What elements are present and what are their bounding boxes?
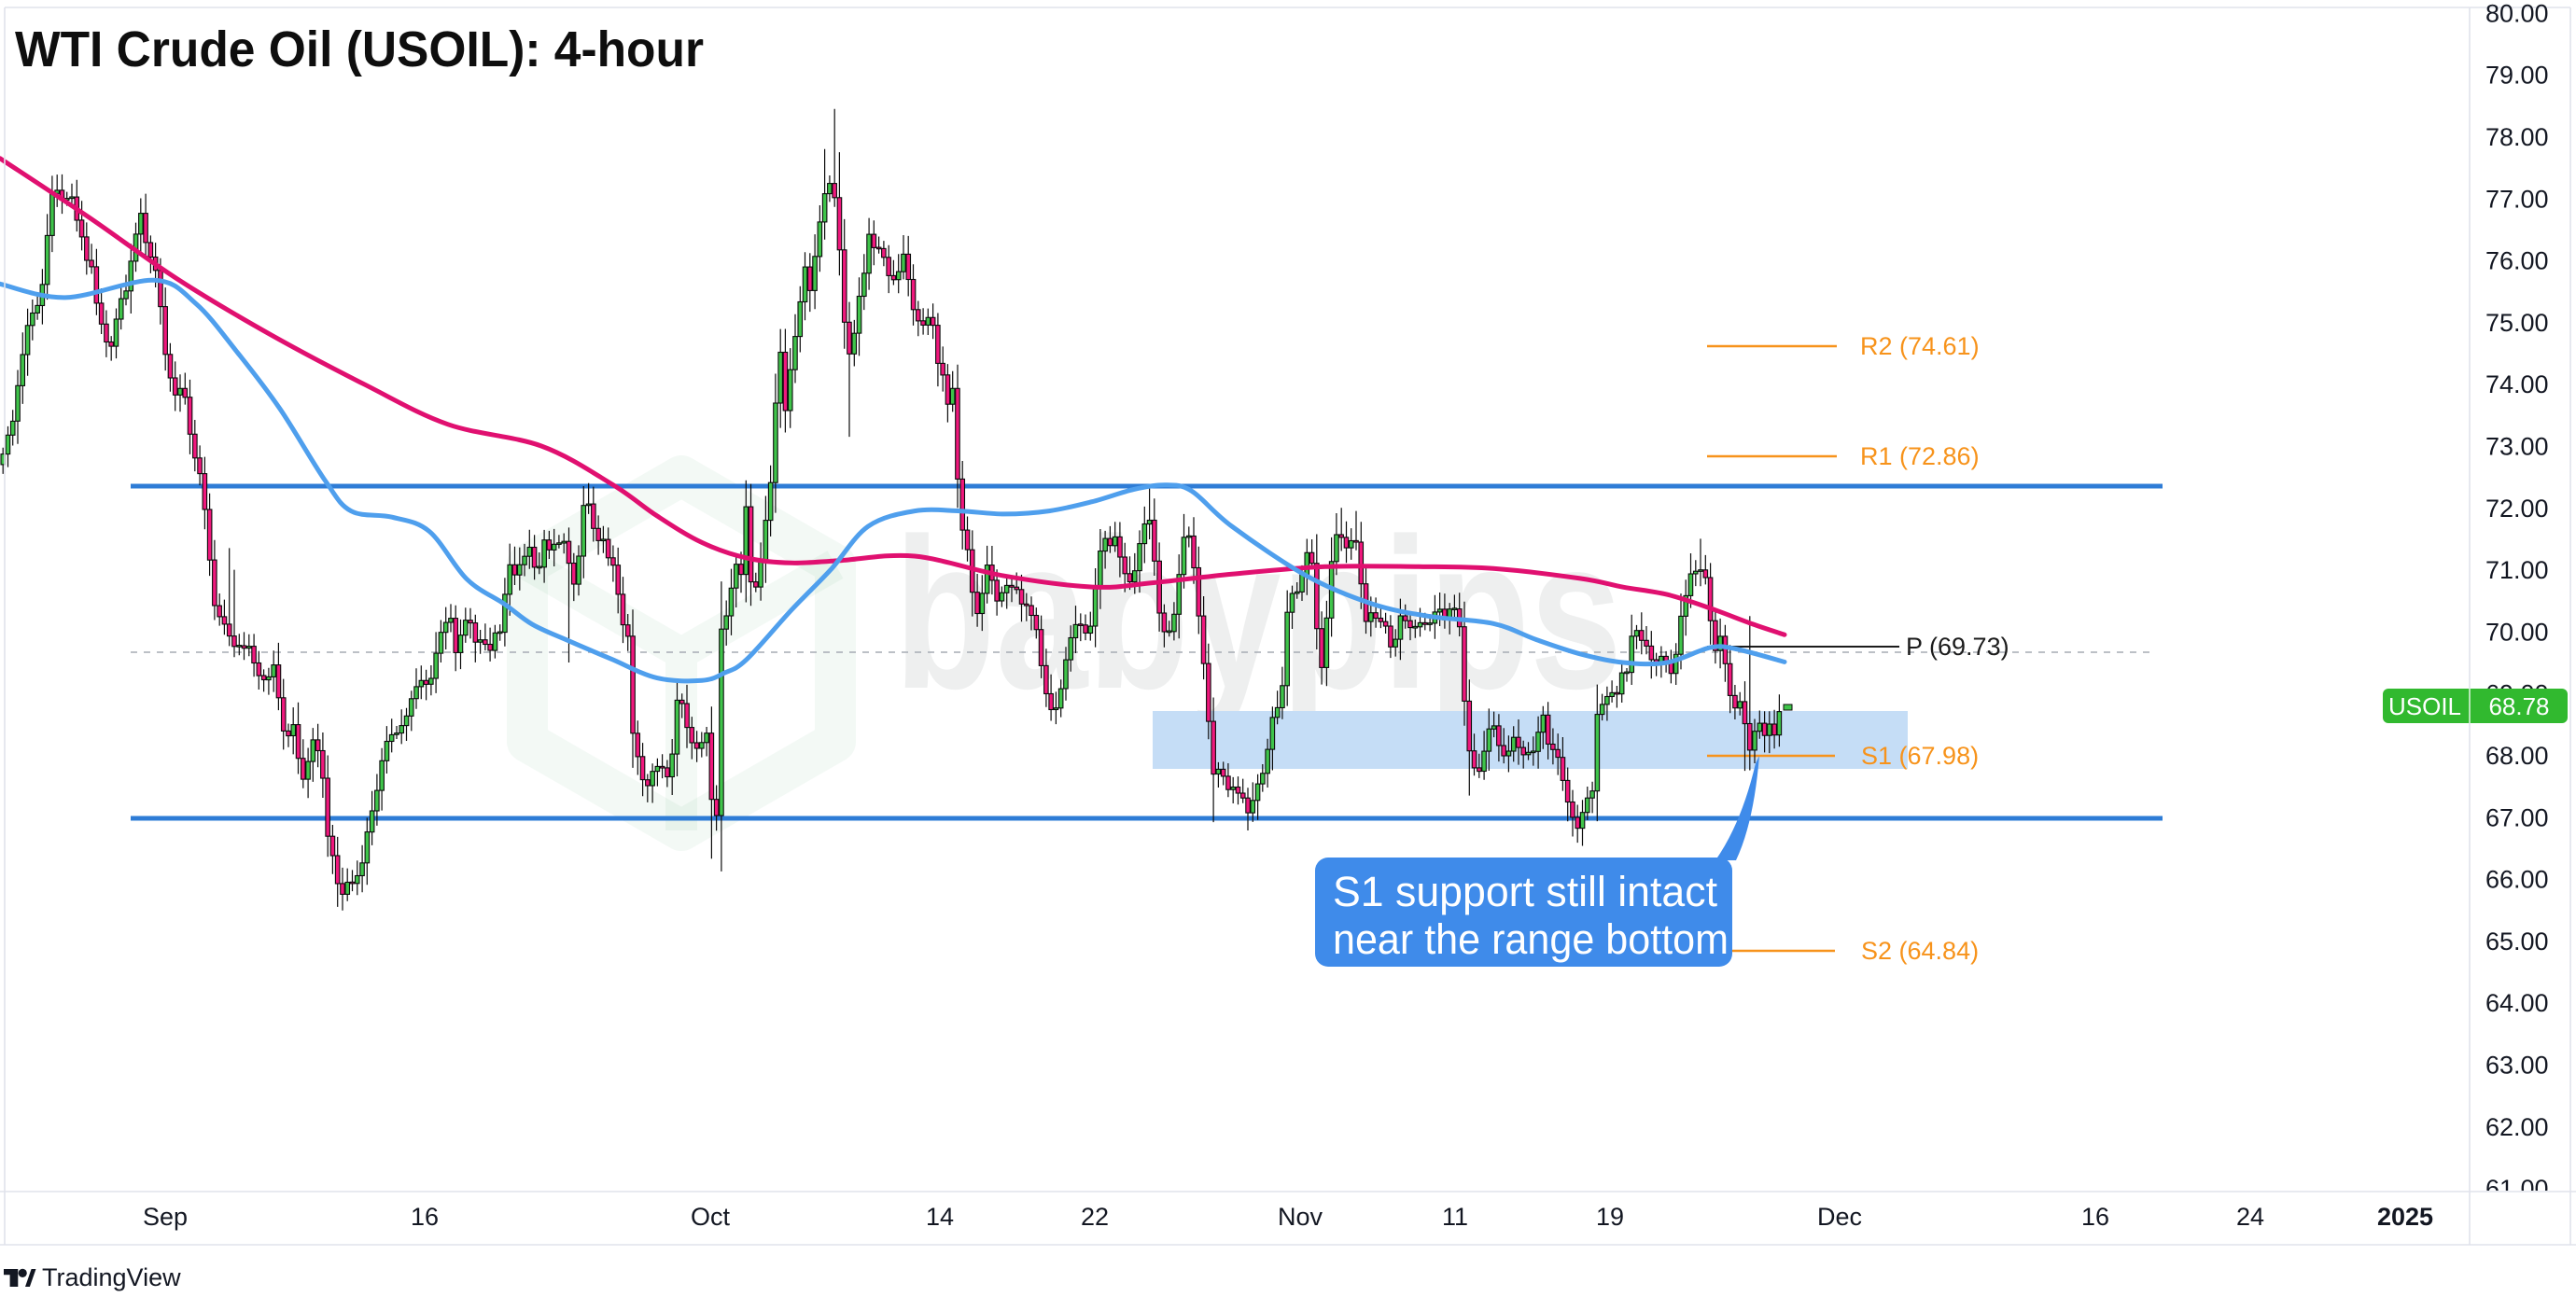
svg-text:68.00: 68.00 [2485, 742, 2549, 770]
svg-text:62.00: 62.00 [2485, 1113, 2549, 1141]
svg-text:80.00: 80.00 [2485, 0, 2549, 27]
svg-text:S1 (67.98): S1 (67.98) [1861, 742, 1979, 770]
svg-text:near the range bottom: near the range bottom [1333, 915, 1729, 963]
svg-text:63.00: 63.00 [2485, 1052, 2549, 1080]
svg-text:71.00: 71.00 [2485, 556, 2549, 584]
svg-text:S2 (64.84): S2 (64.84) [1861, 937, 1979, 965]
svg-text:64.00: 64.00 [2485, 989, 2549, 1017]
svg-text:Dec: Dec [1817, 1203, 1862, 1231]
svg-text:24: 24 [2236, 1203, 2264, 1231]
svg-text:TradingView: TradingView [42, 1263, 181, 1291]
svg-text:11: 11 [1442, 1203, 1468, 1231]
svg-text:67.00: 67.00 [2485, 803, 2549, 831]
svg-text:19: 19 [1596, 1203, 1624, 1231]
svg-text:14: 14 [926, 1203, 954, 1231]
svg-text:68.78: 68.78 [2488, 692, 2549, 720]
svg-text:16: 16 [2081, 1203, 2109, 1231]
svg-text:75.00: 75.00 [2485, 309, 2549, 337]
svg-text:Sep: Sep [143, 1203, 188, 1231]
svg-text:22: 22 [1081, 1203, 1109, 1231]
svg-text:70.00: 70.00 [2485, 618, 2549, 646]
svg-text:USOIL: USOIL [2388, 692, 2461, 720]
svg-text:73.00: 73.00 [2485, 433, 2549, 461]
svg-text:R1 (72.86): R1 (72.86) [1860, 442, 1980, 470]
svg-text:66.00: 66.00 [2485, 866, 2549, 894]
svg-text:77.00: 77.00 [2485, 185, 2549, 213]
svg-text:79.00: 79.00 [2485, 62, 2549, 90]
svg-text:65.00: 65.00 [2485, 927, 2549, 955]
svg-text:S1 support still intact: S1 support still intact [1333, 868, 1717, 915]
svg-text:Oct: Oct [691, 1203, 731, 1231]
svg-text:2025: 2025 [2377, 1203, 2433, 1231]
svg-text:R2 (74.61): R2 (74.61) [1860, 332, 1980, 360]
svg-text:76.00: 76.00 [2485, 247, 2549, 275]
svg-text:78.00: 78.00 [2485, 123, 2549, 151]
svg-text:babypips: babypips [894, 494, 1622, 733]
svg-text:74.00: 74.00 [2485, 370, 2549, 398]
svg-text:WTI Crude Oil (USOIL): 4-hour: WTI Crude Oil (USOIL): 4-hour [15, 21, 704, 77]
svg-text:P (69.73): P (69.73) [1906, 633, 2009, 661]
svg-text:72.00: 72.00 [2485, 495, 2549, 523]
svg-text:16: 16 [411, 1203, 439, 1231]
svg-text:Nov: Nov [1278, 1203, 1323, 1231]
svg-text:61.00: 61.00 [2485, 1175, 2549, 1203]
